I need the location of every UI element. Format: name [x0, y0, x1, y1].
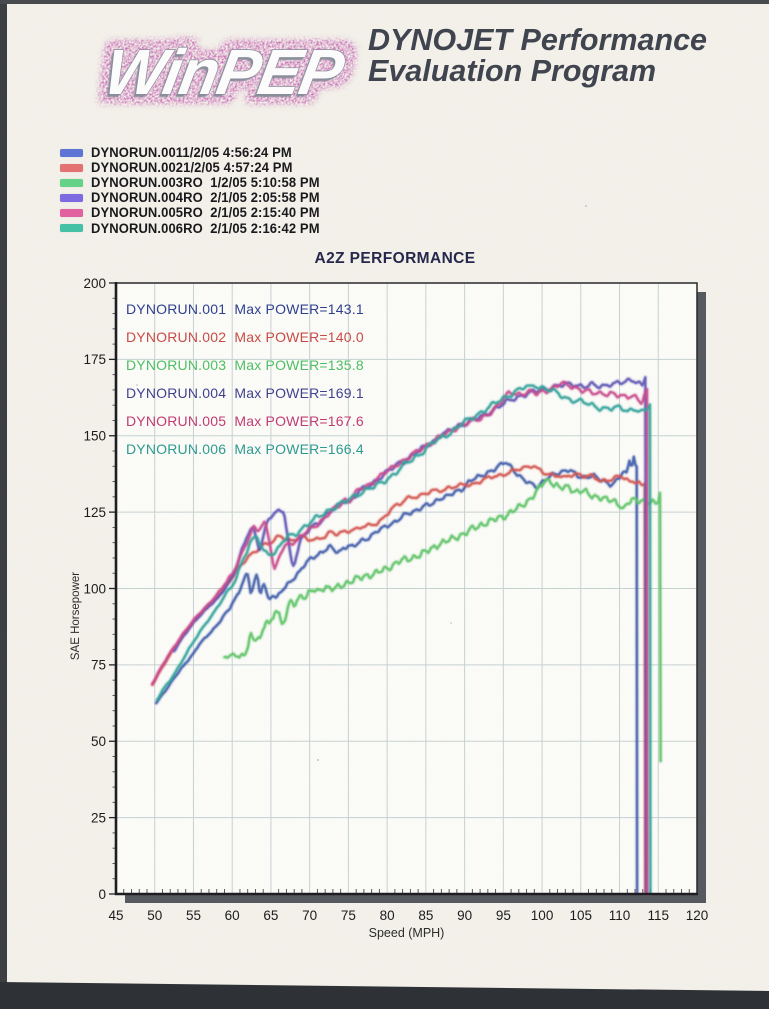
x-tick-label-45: 45 — [108, 908, 123, 923]
x-tick-label-65: 65 — [263, 908, 278, 923]
y-tick-label-25: 25 — [91, 810, 106, 825]
x-tick-label-90: 90 — [457, 908, 472, 923]
x-tick-label-75: 75 — [341, 908, 356, 923]
x-tick-label-60: 60 — [225, 908, 240, 923]
annotation-3: DYNORUN.003 Max POWER=135.8 — [126, 357, 364, 373]
annotation-5: DYNORUN.005 Max POWER=167.6 — [126, 413, 364, 429]
annotation-2: DYNORUN.002 Max POWER=140.0 — [126, 329, 364, 345]
x-tick-label-105: 105 — [570, 908, 593, 923]
x-tick-label-80: 80 — [380, 908, 395, 923]
y-tick-label-100: 100 — [83, 581, 106, 596]
annotation-4: DYNORUN.004 Max POWER=169.1 — [126, 385, 364, 401]
x-axis-label: Speed (MPH) — [369, 926, 445, 940]
x-tick-label-70: 70 — [302, 908, 317, 923]
x-tick-label-85: 85 — [418, 908, 433, 923]
x-tick-label-110: 110 — [609, 908, 631, 923]
x-tick-label-50: 50 — [147, 908, 162, 923]
annotation-6: DYNORUN.006 Max POWER=166.4 — [126, 441, 364, 457]
y-tick-label-125: 125 — [83, 505, 106, 520]
x-tick-label-95: 95 — [496, 908, 511, 923]
chart-title: A2Z PERFORMANCE — [314, 250, 475, 267]
y-tick-label-75: 75 — [91, 658, 106, 673]
y-tick-label-175: 175 — [83, 352, 106, 367]
y-tick-label-50: 50 — [91, 734, 106, 749]
x-tick-label-115: 115 — [648, 908, 670, 923]
y-tick-label-150: 150 — [83, 429, 106, 444]
y-axis-label: SAE Horsepower — [70, 572, 82, 660]
y-tick-label-0: 0 — [98, 887, 106, 902]
x-tick-label-100: 100 — [531, 908, 554, 923]
x-tick-label-55: 55 — [186, 908, 201, 923]
y-tick-label-200: 200 — [83, 276, 106, 291]
annotation-1: DYNORUN.001 Max POWER=143.1 — [126, 301, 364, 317]
x-tick-label-120: 120 — [686, 908, 709, 923]
